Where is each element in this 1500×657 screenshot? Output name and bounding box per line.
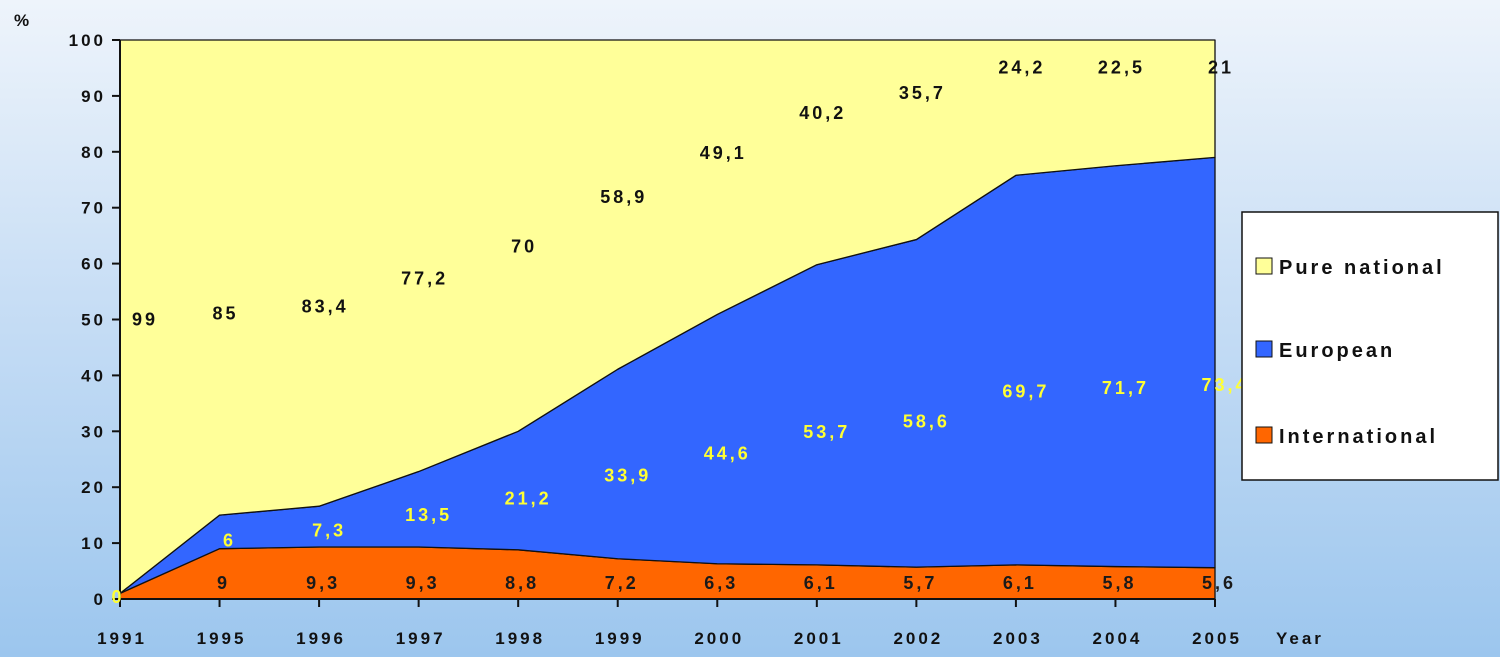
legend-swatch-pure-national xyxy=(1255,257,1273,275)
data-label-european: 21,2 xyxy=(505,488,552,508)
y-tick-labels: 0 10 20 30 40 50 60 70 80 90 100 xyxy=(69,31,120,609)
data-label-european: 71,7 xyxy=(1102,378,1149,398)
legend-label-international: International xyxy=(1279,426,1438,448)
data-label-european: 73,4 xyxy=(1201,375,1248,395)
area-layer xyxy=(119,39,1216,600)
y-tick-label: 90 xyxy=(81,87,106,106)
x-tick-label: 1999 xyxy=(595,629,645,648)
legend-label-pure-national: Pure national xyxy=(1279,257,1445,279)
data-label-european: 44,6 xyxy=(704,444,751,464)
data-label-european: 7,3 xyxy=(312,521,346,541)
y-tick-label: 50 xyxy=(81,311,106,330)
x-tick-label: 2003 xyxy=(993,629,1043,648)
data-label-european: 6 xyxy=(223,531,236,551)
data-label-european: 58,6 xyxy=(903,412,950,432)
data-label-pure-national: 58,9 xyxy=(600,187,647,207)
data-label-pure-national: 70 xyxy=(511,236,537,256)
legend: Pure national European International xyxy=(1241,211,1499,481)
y-tick-label: 20 xyxy=(81,478,106,497)
legend-box xyxy=(1241,211,1499,481)
data-label-international: 9 xyxy=(217,573,230,593)
data-label-pure-national: 83,4 xyxy=(302,296,349,316)
data-label-pure-national: 22,5 xyxy=(1098,58,1145,78)
x-tick-label: 2000 xyxy=(694,629,744,648)
data-label-international: 7,2 xyxy=(605,573,639,593)
y-tick-label: 70 xyxy=(81,199,106,218)
y-tick-label: 100 xyxy=(69,31,106,50)
x-tick-label: 1997 xyxy=(396,629,446,648)
data-label-european: 13,5 xyxy=(405,505,452,525)
data-label-international: 6,1 xyxy=(804,573,838,593)
area-pure-national xyxy=(119,39,1216,595)
legend-label-european: European xyxy=(1279,340,1395,362)
x-tick-labels: 1991 1995 1996 1997 1998 1999 2000 2001 2002 2003… xyxy=(97,599,1242,648)
y-tick-label: 40 xyxy=(81,366,106,385)
data-label-european: 33,9 xyxy=(604,465,651,485)
data-label-pure-national: 77,2 xyxy=(401,269,448,289)
y-tick-label: 0 xyxy=(94,590,106,609)
x-tick-label: 1998 xyxy=(495,629,545,648)
data-label-pure-national: 85 xyxy=(213,304,239,324)
data-label-pure-national: 24,2 xyxy=(998,58,1045,78)
y-tick-label: 10 xyxy=(81,534,106,553)
data-label-international: 5,6 xyxy=(1202,573,1236,593)
y-tick-label: 80 xyxy=(81,143,106,162)
data-label-pure-national: 99 xyxy=(132,310,158,330)
y-tick-label: 60 xyxy=(81,255,106,274)
data-label-pure-national: 35,7 xyxy=(899,83,946,103)
data-label-pure-national: 40,2 xyxy=(799,103,846,123)
data-labels: 09996859,37,383,49,313,577,28,821,2707,2… xyxy=(111,58,1248,607)
x-tick-label: 1996 xyxy=(296,629,346,648)
data-label-international: 9,3 xyxy=(306,573,340,593)
legend-swatch-european xyxy=(1255,340,1273,358)
y-axis-label: % xyxy=(14,11,32,30)
y-tick-label: 30 xyxy=(81,422,106,441)
data-label-international: 6,1 xyxy=(1003,573,1037,593)
x-tick-label: 2001 xyxy=(794,629,844,648)
legend-swatch-international xyxy=(1255,426,1273,444)
data-label-international: 9,3 xyxy=(406,573,440,593)
x-tick-label: 2004 xyxy=(1093,629,1143,648)
data-label-international: 8,8 xyxy=(505,573,539,593)
data-label-european: 53,7 xyxy=(803,422,850,442)
data-label-international: 0 xyxy=(111,587,124,607)
data-label-international: 6,3 xyxy=(704,573,738,593)
x-tick-label: 2002 xyxy=(893,629,943,648)
data-label-international: 5,8 xyxy=(1102,573,1136,593)
data-label-pure-national: 21 xyxy=(1208,58,1234,78)
x-axis-label: Year xyxy=(1276,629,1324,648)
data-label-international: 5,7 xyxy=(903,573,937,593)
x-tick-label: 2005 xyxy=(1192,629,1242,648)
data-label-european: 69,7 xyxy=(1002,382,1049,402)
data-label-pure-national: 49,1 xyxy=(700,143,747,163)
x-tick-label: 1991 xyxy=(97,629,147,648)
x-tick-label: 1995 xyxy=(197,629,247,648)
